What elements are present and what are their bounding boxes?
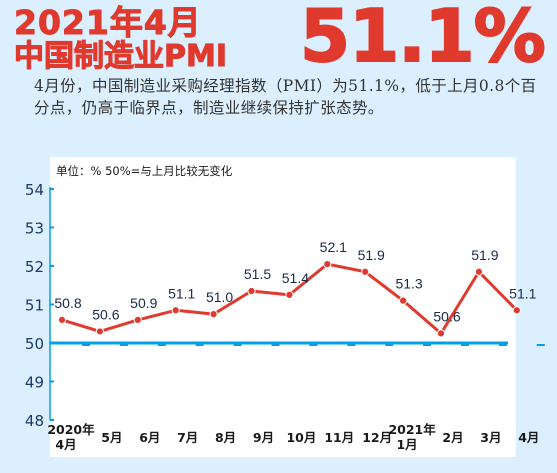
x-tick-label: 2月 — [442, 430, 463, 445]
x-tick-label: 10月 — [286, 430, 316, 445]
chart-panel — [50, 157, 516, 457]
x-tick-label: 12月 — [362, 430, 392, 445]
x-tick-label: 9月 — [253, 430, 274, 445]
y-tick-label: 48 — [25, 412, 44, 430]
data-label: 51.3 — [395, 276, 422, 292]
data-label: 51.1 — [168, 285, 195, 301]
data-label: 50.9 — [130, 295, 157, 311]
data-point — [361, 267, 370, 276]
summary-text: 4月份，中国制造业采购经理指数（PMI）为51.1%，低于上月0.8个百分点，仍… — [34, 77, 537, 117]
x-tick-label: 3月 — [480, 430, 501, 445]
chart-unit-label: 单位：% 50%=与上月比较无变化 — [56, 164, 233, 178]
x-tick-label: 6月 — [139, 430, 160, 445]
y-tick-label: 50 — [25, 335, 44, 353]
y-tick-label: 52 — [25, 258, 44, 276]
data-point — [436, 329, 446, 338]
x-tick-label: 8月 — [215, 430, 236, 445]
data-label: 51.4 — [282, 270, 309, 286]
y-tick-label: 49 — [25, 374, 44, 392]
data-label: 51.9 — [471, 247, 498, 263]
y-tick-label: 53 — [25, 220, 44, 238]
data-label: 51.5 — [244, 266, 271, 282]
data-label: 51.1 — [509, 285, 536, 301]
data-point — [399, 296, 408, 305]
data-label: 51.9 — [358, 247, 385, 263]
data-point — [474, 267, 483, 276]
data-point — [323, 259, 332, 269]
data-point — [133, 315, 142, 324]
x-tick-label: 2020年 4月 — [47, 422, 95, 452]
data-point — [57, 315, 67, 324]
data-label: 51.0 — [206, 289, 233, 305]
title-line1: 2021年4月 — [14, 3, 202, 42]
y-tick-label: 51 — [25, 297, 44, 315]
x-tick-label: 2021年 1月 — [388, 422, 436, 452]
data-label: 50.8 — [54, 295, 81, 311]
data-label: 52.1 — [320, 239, 347, 255]
x-tick-label: 7月 — [177, 430, 198, 445]
data-point — [285, 290, 294, 299]
data-point — [95, 327, 105, 336]
data-label: 50.6 — [92, 306, 119, 322]
data-label: 50.6 — [433, 308, 460, 324]
data-point — [512, 306, 521, 315]
y-tick-label: 54 — [25, 181, 44, 199]
data-point — [247, 286, 256, 296]
x-tick-label: 5月 — [101, 430, 122, 445]
title-line2: 中国制造业PMI — [13, 39, 228, 74]
headline-value: 51.1% — [299, 0, 547, 79]
x-tick-label: 4月 — [518, 430, 539, 445]
x-tick-label: 11月 — [324, 430, 354, 445]
data-point — [209, 310, 218, 319]
data-point — [171, 306, 180, 315]
